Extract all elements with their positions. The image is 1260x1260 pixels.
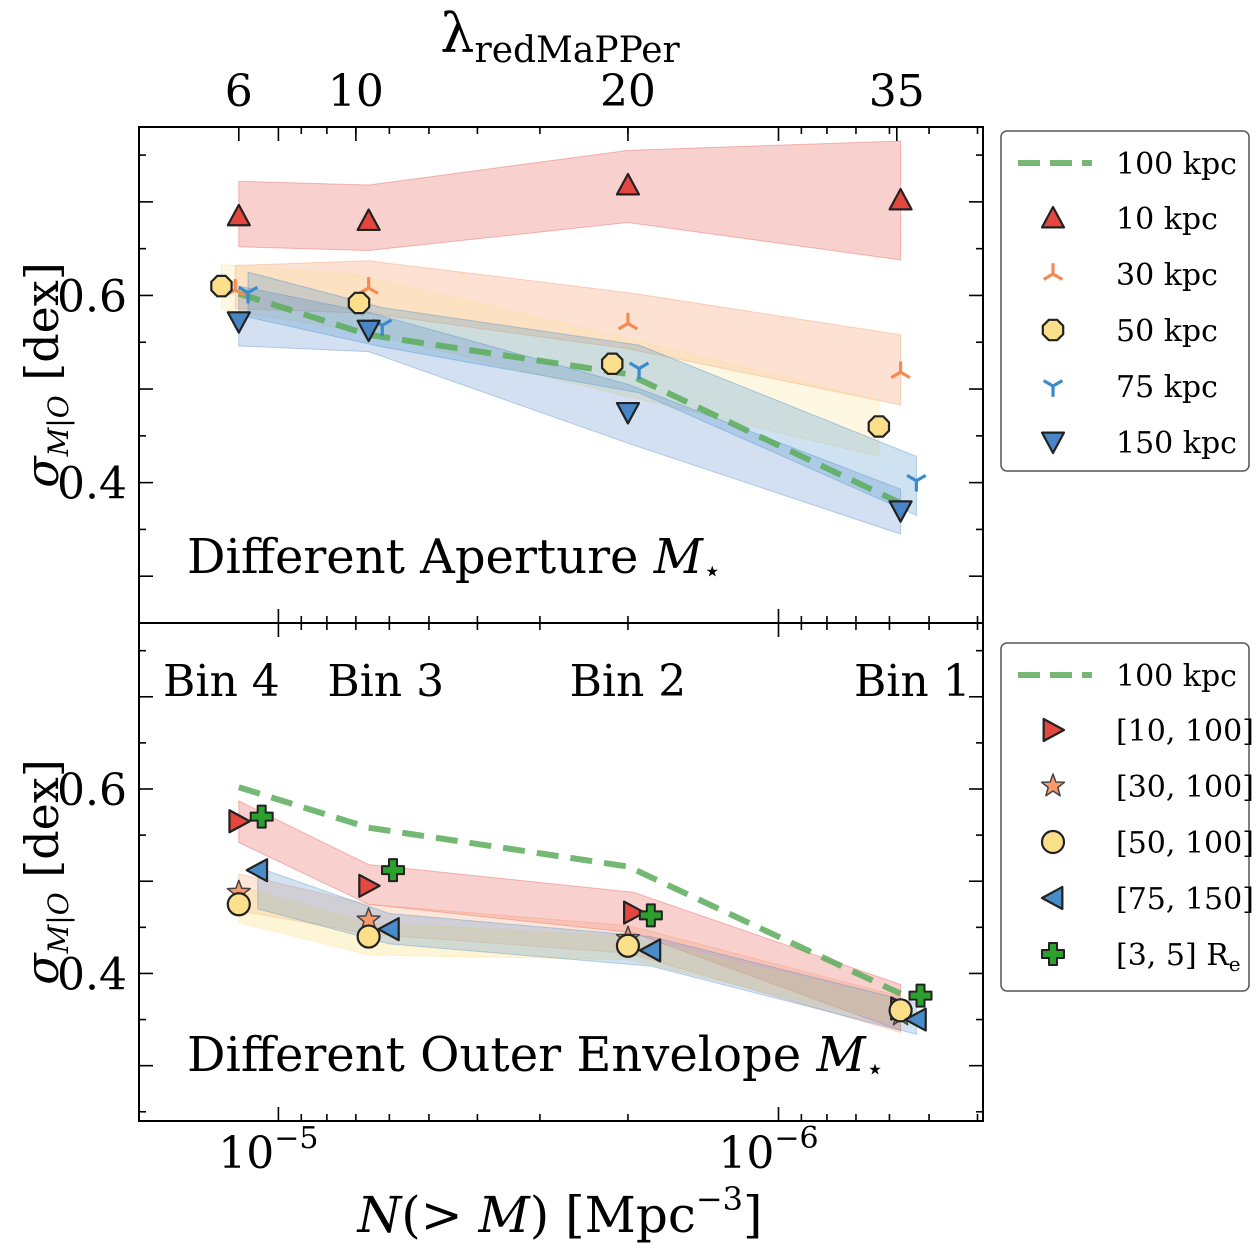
ytick-label: 0.4 <box>57 949 127 1000</box>
y-axis-label: σM|O [dex] <box>15 262 75 488</box>
point-3-3 <box>906 473 927 492</box>
legend-label-3: 75 kpc <box>1116 370 1218 405</box>
bin-label-3: Bin 2 <box>570 656 687 707</box>
y-axis-label: σM|O [dex] <box>15 759 75 985</box>
top-tick-label-0: 6 <box>225 66 253 117</box>
legend-marker-0 <box>1040 205 1066 229</box>
band-3 <box>247 271 917 517</box>
point-1-3 <box>890 361 911 379</box>
legend-frame <box>1000 130 1250 472</box>
legend-marker-4 <box>1040 431 1066 455</box>
point-4-3 <box>908 983 933 1008</box>
legend-marker-2 <box>1040 829 1066 855</box>
xtick-label-0: 10−5 <box>218 1121 318 1179</box>
legend-marker-2 <box>1041 318 1065 342</box>
point-3-1 <box>377 917 400 942</box>
point-2-0 <box>226 892 251 917</box>
point-3-0 <box>245 858 269 883</box>
legend-label-2: [50, 100] <box>1116 826 1254 861</box>
legend-marker-1 <box>1040 773 1066 797</box>
point-2-3 <box>867 415 891 438</box>
point-0-3 <box>888 187 913 211</box>
point-4-2 <box>638 903 663 928</box>
band-2 <box>238 885 902 1025</box>
panel-frame <box>138 622 984 1122</box>
panel-annotation: Different Outer Envelope M⋆ <box>187 1027 884 1087</box>
x-axis-label: N(> M) [Mpc−3] <box>356 1180 762 1244</box>
legend-label-1: 30 kpc <box>1116 258 1218 293</box>
point-0-2 <box>615 172 641 196</box>
xtick-label-1: 10−6 <box>718 1121 818 1179</box>
bin-label-4: Bin 1 <box>854 656 971 707</box>
band-0 <box>238 140 902 261</box>
legend-label-4: 150 kpc <box>1116 426 1237 461</box>
point-3-0 <box>237 285 259 304</box>
point-0-0 <box>226 203 251 227</box>
point-2-1 <box>356 924 381 949</box>
top-tick-label-3: 35 <box>869 66 925 117</box>
legend-label-2: 50 kpc <box>1116 314 1218 349</box>
top-panel-plot: 0.4 0.6 Different Aperture M⋆ σM|O [dex] <box>15 126 984 624</box>
bottom-panel-plot: 0.4 0.6 Different Outer Envelope M⋆ Bin 4 Bi… <box>15 622 984 1122</box>
band-3 <box>257 866 917 1035</box>
point-4-2 <box>615 401 641 425</box>
legend-label-0: 10 kpc <box>1116 202 1218 237</box>
point-3-2 <box>628 361 650 380</box>
legend-label-0: [10, 100] <box>1116 714 1254 749</box>
reference-line-100kpc <box>237 784 902 997</box>
point-4-3 <box>888 500 913 523</box>
top-tick-label-1: 10 <box>328 66 384 117</box>
legend-label-1: [30, 100] <box>1116 770 1254 805</box>
band-0 <box>238 800 902 1032</box>
point-0-0 <box>228 809 251 834</box>
legend-marker-4 <box>1041 942 1065 966</box>
top-axis-label: λredMaPPer <box>440 2 680 71</box>
ytick-label: 0.6 <box>57 765 127 816</box>
point-2-2 <box>615 933 641 958</box>
legend-marker-3 <box>1040 885 1064 911</box>
legend-marker-3 <box>1042 379 1064 397</box>
legend-ref-label: 100 kpc <box>1116 659 1237 694</box>
point-4-1 <box>356 319 381 343</box>
band-1 <box>234 260 902 406</box>
point-0-2 <box>623 900 646 925</box>
legend-marker-0 <box>1042 717 1066 743</box>
top-tick-label-2: 20 <box>600 66 656 117</box>
legend-marker-1 <box>1042 263 1064 281</box>
axis-labels: 6 10 20 35 λredMaPPer 10−5 10−6N(> M) [Mpc−3] <box>218 2 925 1244</box>
point-1-2 <box>617 312 639 331</box>
point-2-3 <box>888 998 913 1023</box>
band-1 <box>238 873 902 1034</box>
reference-line-100kpc <box>237 290 902 506</box>
band-4 <box>238 285 902 535</box>
point-3-2 <box>638 938 662 963</box>
legend-ref-label: 100 kpc <box>1116 147 1237 182</box>
panel-annotation: Different Aperture M⋆ <box>187 529 722 589</box>
point-4-1 <box>380 858 405 883</box>
ytick-label: 0.4 <box>57 459 127 510</box>
bin-label-2: Bin 3 <box>327 656 444 707</box>
point-2-0 <box>210 274 233 298</box>
point-2-1 <box>347 291 371 315</box>
point-4-0 <box>249 804 274 829</box>
point-3-3 <box>904 1007 927 1032</box>
point-0-1 <box>358 873 381 898</box>
legend-label-4: [3, 5] Re <box>1116 938 1241 976</box>
legend-label-3: [75, 150] <box>1116 882 1254 917</box>
point-4-0 <box>226 311 251 334</box>
legend-top: 100 kpc 10 kpc 30 kpc 50 kpc 75 kpc 150 kpc <box>1000 130 1250 472</box>
bin-label-1: Bin 4 <box>163 656 280 707</box>
point-2-2 <box>600 352 624 375</box>
ytick-label: 0.6 <box>57 271 127 322</box>
legend-bottom: 100 kpc [10, 100] [30, 100] [50, 100] [75, 1… <box>1000 642 1254 992</box>
point-0-1 <box>356 208 381 232</box>
